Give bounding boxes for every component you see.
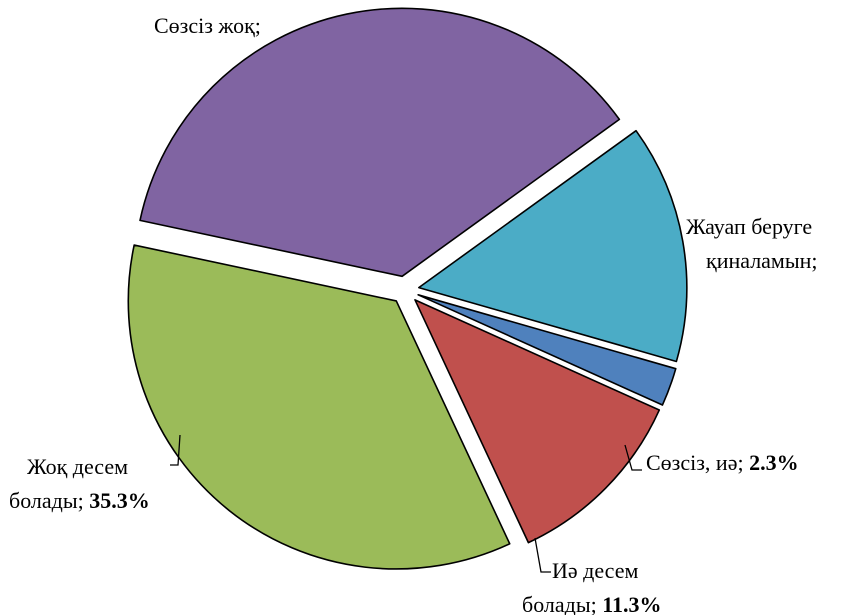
pie-slices [127,7,688,570]
slice-zhok-desem [127,244,511,570]
slice-label-sozsiz-ia: Сөзсіз, иә; 2.3% [646,450,799,475]
leader-line-ia-desem [534,537,551,573]
slice-sozsiz-zhok [139,7,621,278]
slice-label-ia-desem: Иә десем болады; 11.3% [522,558,662,615]
slice-label-sozsiz-zhok: Сөзсіз жоқ; [154,13,261,38]
leader-lines [170,434,642,573]
slice-sozsiz-ia [417,294,677,406]
slice-label-zhok-desem: Жоқ десем болады; 35.3% [9,454,150,513]
slice-label-zhauap-beruge: Жауап беруге қиналамын; [686,214,818,273]
leader-line-zhok-desem [170,434,181,466]
slice-ia-desem [414,299,661,544]
leader-line-sozsiz-ia [624,444,642,471]
slice-zhauap-beruge [417,129,688,363]
